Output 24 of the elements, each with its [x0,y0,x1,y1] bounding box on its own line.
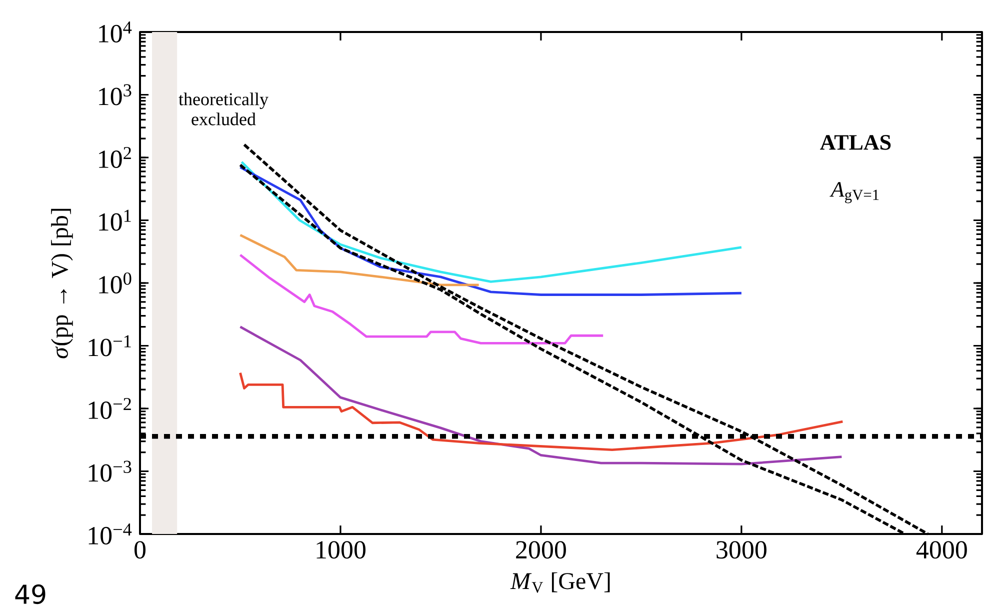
line-series [239,234,480,286]
line-series [239,326,843,466]
y-tick-label: 10$^{−4}$ [88,524,132,544]
x-tick-label: 1000 [316,541,366,559]
y-tick-label: 10$^{1}$ [99,210,131,231]
band-label: theoretically excluded [178,92,268,126]
x-axis-title: M$_{V}$ [GeV] [510,572,610,593]
y-tick-label: 10$^{−2}$ [88,398,131,420]
annotation: A$_{gV=1}$ [830,182,879,204]
annotation: ATLAS [820,135,891,150]
x-tick-label: 4000 [916,541,967,559]
x-tick-label: 0 [134,541,146,559]
x-tick-label: 3000 [716,541,766,559]
line-series [239,372,844,451]
x-tick-label: 2000 [516,541,566,559]
y-tick-label: 10$^{2}$ [99,146,131,168]
text: 49 [15,584,46,604]
y-tick-label: 10$^{4}$ [99,22,132,42]
y-tick-label: 10$^{−1}$ [88,335,131,356]
line-series [239,254,604,344]
y-axis-title: σ(pp → V) [pb] [51,208,73,358]
y-tick-label: 10$^{−3}$ [88,460,132,482]
y-tick-label: 10$^{0}$ [99,272,132,294]
y-tick-label: 10$^{3}$ [99,84,132,106]
